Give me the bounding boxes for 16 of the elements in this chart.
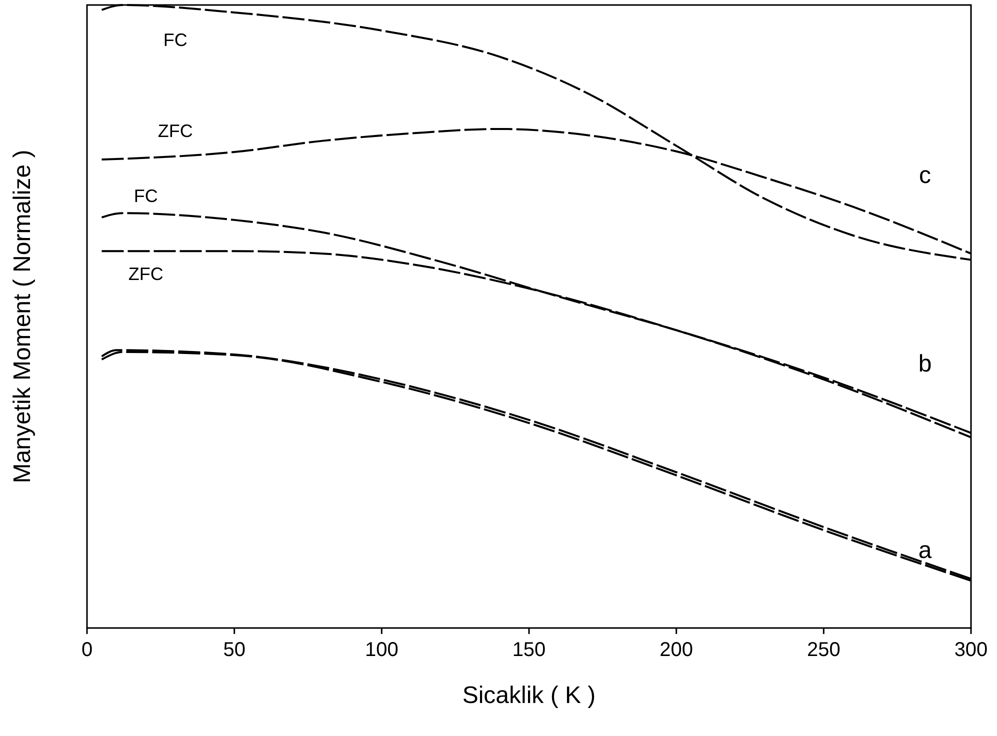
x-tick-label: 250 [806, 639, 840, 661]
series-label: FC [163, 30, 188, 50]
x-tick-label: 150 [512, 639, 546, 661]
annotation: c [919, 162, 931, 190]
x-tick-label: 50 [223, 639, 246, 661]
y-axis-title: Manyetik Moment ( Normalize ) [9, 150, 36, 484]
x-tick-label: 100 [364, 639, 398, 661]
series-label: ZFC [128, 264, 164, 284]
x-axis-title: Sicaklik ( K ) [462, 682, 596, 709]
x-tick-label: 0 [81, 639, 93, 661]
series-label: ZFC [158, 120, 193, 141]
series-label: FC [134, 186, 158, 206]
annotation: a [918, 537, 932, 564]
x-tick-label: 300 [954, 639, 988, 661]
x-tick-label: 200 [660, 639, 694, 661]
annotation: b [918, 350, 932, 378]
